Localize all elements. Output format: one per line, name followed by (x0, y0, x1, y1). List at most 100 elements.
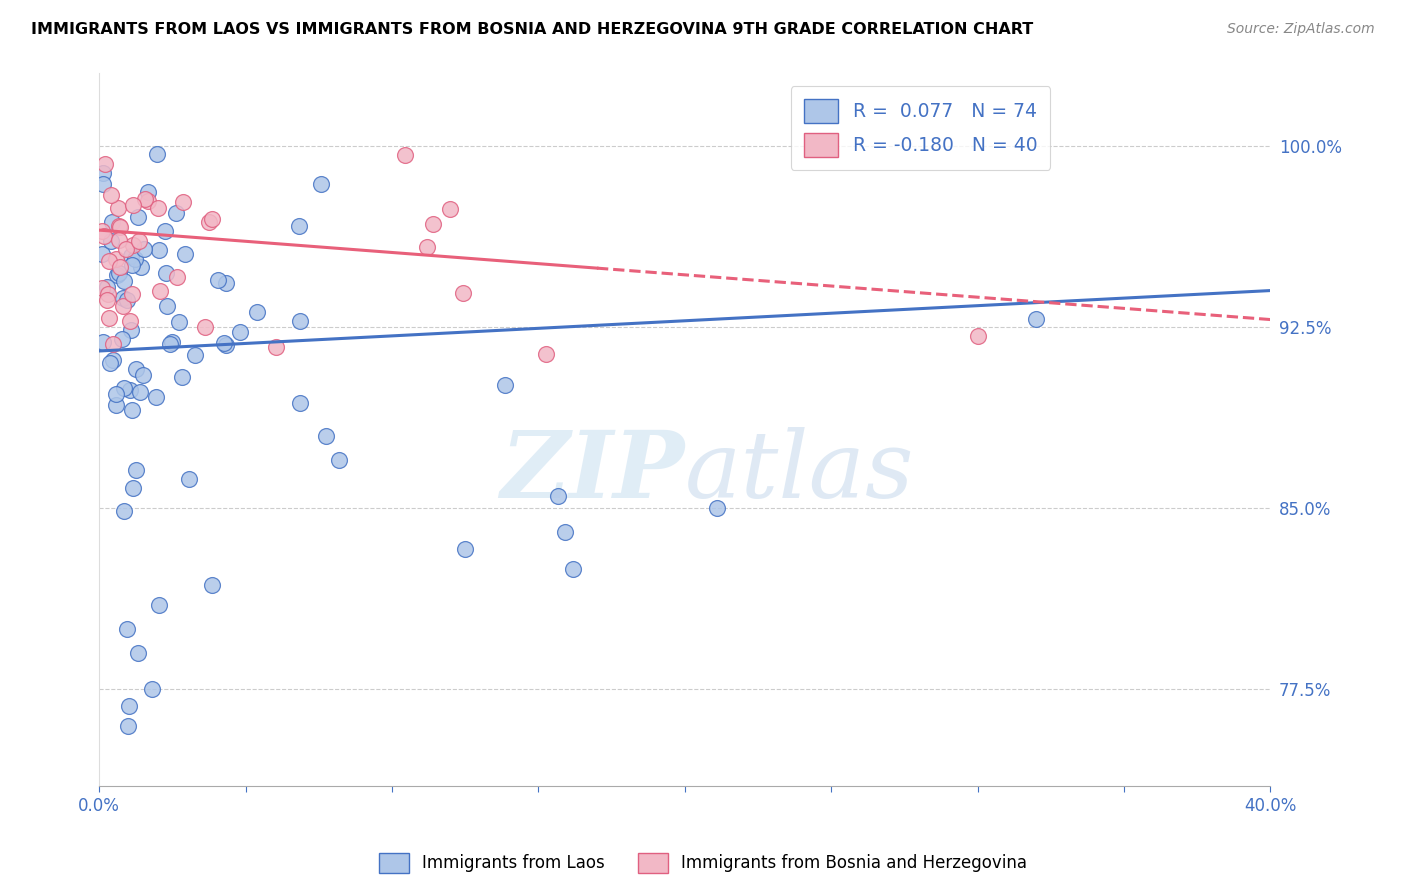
Point (315, 429, 337, 443)
Point (114, 504, 136, 518)
Point (129, 385, 152, 400)
Point (101, 352, 124, 367)
Point (287, 219, 309, 233)
Point (1025, 312, 1047, 326)
Text: IMMIGRANTS FROM LAOS VS IMMIGRANTS FROM BOSNIA AND HERZEGOVINA 9TH GRADE CORRELA: IMMIGRANTS FROM LAOS VS IMMIGRANTS FROM … (31, 22, 1033, 37)
Point (127, 210, 149, 224)
Point (136, 185, 159, 199)
Point (127, 646, 149, 660)
Point (121, 286, 143, 301)
Point (91, 335, 114, 350)
Point (146, 201, 169, 215)
Point (91, 281, 114, 295)
Point (105, 386, 128, 401)
Point (207, 273, 229, 287)
Point (494, 378, 516, 392)
Point (101, 215, 124, 229)
Point (98, 356, 121, 370)
Point (108, 233, 131, 247)
Point (706, 501, 728, 516)
Point (451, 286, 474, 301)
Point (166, 270, 188, 285)
Point (91, 247, 114, 261)
Point (110, 260, 132, 274)
Point (290, 396, 312, 410)
Point (200, 211, 222, 226)
Point (156, 299, 179, 313)
Point (155, 224, 177, 238)
Point (554, 525, 576, 540)
Point (108, 220, 131, 235)
Point (122, 481, 145, 495)
Point (328, 452, 350, 467)
Point (264, 340, 287, 354)
Point (167, 315, 190, 329)
Point (170, 370, 193, 384)
Point (103, 337, 125, 351)
Point (112, 381, 135, 395)
Point (177, 472, 200, 486)
Point (91, 224, 114, 238)
Point (125, 463, 148, 477)
Point (148, 244, 170, 258)
Point (122, 198, 145, 212)
Point (104, 252, 127, 266)
Point (96, 280, 118, 294)
Point (100, 234, 122, 248)
Point (394, 147, 416, 161)
Point (120, 323, 142, 337)
Point (311, 178, 333, 192)
Point (214, 338, 236, 352)
Point (172, 194, 194, 209)
Point (91, 177, 114, 191)
Point (159, 336, 181, 351)
Point (174, 247, 197, 261)
Point (132, 242, 155, 256)
Point (124, 252, 146, 266)
Point (148, 598, 170, 612)
Point (212, 335, 235, 350)
Point (112, 274, 135, 288)
Point (439, 202, 461, 216)
Point (547, 489, 569, 503)
Point (117, 622, 139, 636)
Point (966, 328, 988, 343)
Text: Source: ZipAtlas.com: Source: ZipAtlas.com (1227, 22, 1375, 37)
Point (97, 253, 120, 268)
Point (108, 219, 131, 233)
Point (117, 293, 139, 307)
Point (288, 314, 311, 328)
Point (136, 194, 159, 208)
Point (112, 291, 135, 305)
Point (104, 398, 127, 412)
Point (105, 268, 128, 283)
Point (97, 286, 120, 301)
Legend: R =  0.077   N = 74, R = -0.180   N = 40: R = 0.077 N = 74, R = -0.180 N = 40 (790, 86, 1050, 169)
Point (201, 578, 224, 592)
Point (149, 284, 172, 298)
Point (131, 368, 153, 382)
Legend: Immigrants from Laos, Immigrants from Bosnia and Herzegovina: Immigrants from Laos, Immigrants from Bo… (373, 847, 1033, 880)
Point (118, 383, 141, 397)
Point (114, 242, 136, 256)
Point (416, 240, 439, 254)
Point (117, 699, 139, 714)
Point (94, 157, 117, 171)
Point (121, 238, 143, 252)
Point (117, 719, 139, 733)
Point (107, 201, 129, 215)
Point (128, 234, 150, 248)
Point (125, 362, 148, 376)
Point (184, 347, 207, 361)
Point (98, 311, 121, 326)
Point (155, 266, 177, 280)
Point (111, 332, 134, 346)
Point (534, 346, 557, 360)
Text: ZIP: ZIP (501, 427, 685, 517)
Point (145, 390, 167, 404)
Point (246, 304, 269, 318)
Text: atlas: atlas (685, 427, 914, 517)
Point (134, 192, 156, 206)
Point (229, 325, 252, 339)
Point (100, 188, 122, 202)
